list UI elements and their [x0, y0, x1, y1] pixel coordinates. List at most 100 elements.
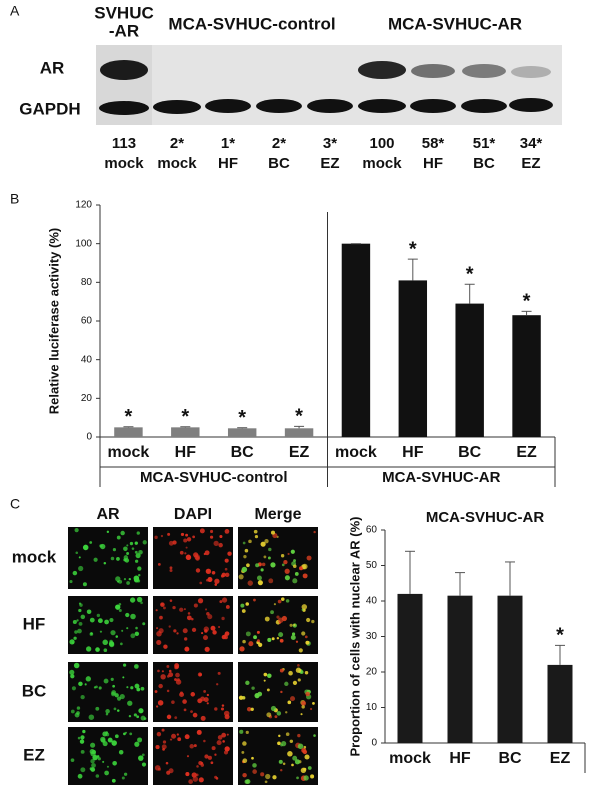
cell-dot — [280, 769, 283, 772]
cell-dot — [260, 568, 264, 572]
cell-dot — [110, 691, 116, 697]
lane-value: 100 — [369, 135, 394, 152]
cell-dot — [292, 755, 298, 761]
cell-dot — [156, 627, 159, 630]
cell-dot — [72, 620, 77, 625]
cell-dot — [171, 733, 177, 739]
cell-dot — [245, 631, 251, 637]
cell-dot — [261, 562, 266, 567]
cell-dot — [290, 549, 295, 554]
cell-dot — [196, 765, 199, 768]
cell-dot — [301, 705, 305, 709]
cell-dot — [203, 697, 209, 703]
cell-dot — [219, 600, 223, 604]
lane-value: 113 — [112, 135, 136, 152]
micrograph — [153, 527, 233, 589]
cell-dot — [120, 642, 123, 646]
cell-dot — [175, 672, 180, 678]
cell-dot — [206, 693, 210, 697]
cell-dot — [210, 529, 214, 533]
cell-dot — [190, 692, 196, 697]
cell-dot — [287, 700, 292, 705]
y-tick-label: 0 — [371, 738, 377, 749]
micrograph — [238, 727, 318, 785]
x-tick-label: BC — [498, 750, 522, 767]
cell-dot — [242, 758, 248, 764]
bar — [547, 664, 573, 743]
cell-dot — [70, 709, 75, 714]
band — [411, 64, 455, 78]
cell-dot — [224, 558, 229, 563]
cell-dot — [312, 702, 315, 705]
micrograph — [68, 662, 148, 722]
cell-dot — [113, 707, 117, 711]
x-tick-label: EZ — [550, 750, 571, 767]
cell-dot — [111, 740, 117, 746]
cell-dot — [140, 686, 145, 691]
cell-dot — [121, 776, 125, 780]
cell-dot — [103, 561, 107, 565]
cell-dot — [313, 734, 316, 737]
cell-dot — [298, 648, 303, 653]
cell-dot — [242, 541, 246, 545]
cell-dot — [105, 732, 110, 737]
cell-dot — [310, 774, 315, 779]
cell-dot — [159, 615, 163, 620]
cell-dot — [250, 707, 254, 711]
cell-dot — [238, 574, 244, 580]
cell-dot — [80, 694, 85, 700]
bar — [114, 427, 143, 437]
cell-dot — [182, 699, 187, 704]
bar — [171, 427, 200, 437]
cell-dot — [110, 677, 114, 681]
lane-value: 34* — [520, 135, 543, 152]
cell-dot — [281, 741, 287, 747]
cell-dot — [201, 632, 204, 635]
cell-dot — [157, 669, 160, 673]
cell-dot — [213, 540, 219, 547]
cell-dot — [206, 702, 209, 705]
cell-dot — [299, 566, 304, 571]
cell-dot — [260, 541, 266, 547]
cell-dot — [302, 563, 308, 570]
cell-dot — [278, 734, 281, 738]
cell-dot — [160, 534, 164, 538]
cell-dot — [192, 712, 198, 718]
y-tick-label: 120 — [75, 200, 92, 211]
cell-dot — [243, 554, 247, 559]
cell-dot — [97, 757, 101, 761]
chart-title: MCA-SVHUC-AR — [426, 509, 544, 526]
cell-dot — [90, 742, 96, 748]
cell-dot — [175, 679, 182, 685]
cell-dot — [74, 527, 79, 533]
cell-dot — [163, 606, 166, 610]
cell-dot — [171, 700, 175, 704]
band — [410, 99, 456, 113]
x-tick-label: EZ — [516, 444, 537, 461]
cell-dot — [198, 673, 202, 677]
cell-dot — [78, 608, 82, 613]
cell-dot — [207, 755, 212, 760]
cell-dot — [263, 672, 268, 677]
cell-dot — [163, 644, 168, 649]
error-bar — [405, 550, 415, 594]
cell-dot — [138, 573, 141, 577]
blot-header: SVHUC — [94, 3, 154, 22]
cell-dot — [158, 683, 163, 689]
error-bar — [180, 426, 191, 428]
cell-dot — [294, 759, 300, 765]
cell-dot — [193, 744, 197, 748]
significance-star: * — [523, 291, 531, 313]
cell-dot — [131, 547, 135, 550]
cell-dot — [166, 714, 172, 720]
cell-dot — [210, 625, 216, 631]
cell-dot — [224, 567, 228, 571]
cell-dot — [122, 663, 127, 667]
cell-dot — [280, 597, 285, 601]
y-tick-label: 100 — [75, 238, 92, 249]
band — [205, 99, 251, 113]
cell-dot — [165, 761, 169, 765]
lane-treatment: BC — [473, 155, 495, 172]
cell-dot — [77, 773, 83, 779]
cell-dot — [288, 670, 293, 676]
